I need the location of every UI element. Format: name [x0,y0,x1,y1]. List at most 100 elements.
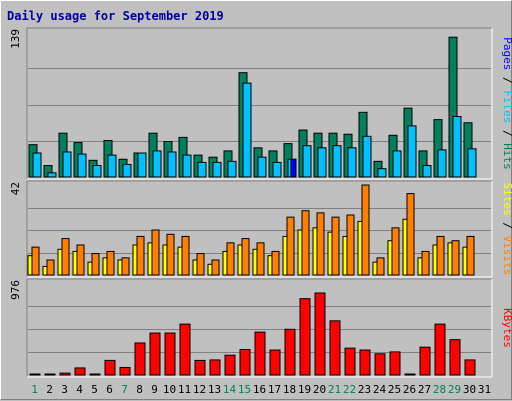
x-tick-label: 24 [373,383,387,396]
bar-visits [286,216,295,276]
bar-kbytes [449,339,461,376]
bar-visits [376,257,385,276]
bar-files [182,154,192,178]
bar-kbytes [374,353,386,376]
x-tick-label: 7 [121,383,128,396]
x-tick-label: 9 [151,383,158,396]
bar-files [122,163,132,178]
bar-kbytes [224,354,236,376]
x-tick-label: 18 [283,383,296,396]
x-tick-label: 29 [448,383,461,396]
bar-files [302,145,312,178]
bar-visits [151,229,160,276]
x-tick-label: 19 [298,383,311,396]
x-tick-label: 16 [253,383,266,396]
bar-kbytes [59,372,71,376]
bar-files [392,150,402,178]
legend-visits-sites: Sites / Visits [501,183,512,276]
bar-visits [91,253,100,276]
legend-separator: / [501,70,512,90]
bar-kbytes [44,373,56,376]
bar-kbytes [134,342,146,376]
bar-files [62,151,72,178]
bar-kbytes [239,349,251,376]
panels-layer: 139 Pages / Files / Hits 42 Sites / Visits 9… [9,27,512,378]
x-tick-label: 12 [193,383,206,396]
x-tick-label: 30 [463,383,476,396]
legend-item: Files [501,90,512,123]
y-max-label: 976 [9,280,22,300]
bar-kbytes [119,366,131,376]
bar-kbytes [74,367,86,376]
bar-visits [106,250,115,276]
bar-kbytes [179,323,191,376]
x-tick-label: 20 [313,383,326,396]
x-axis-labels: 1 2 3 4 5 6 7 8 9 10 11 12 13 14 15 16 17 18 19 20 21 22 23 24 2… [31,383,491,396]
bar-kbytes [299,298,311,376]
x-tick-label: 15 [238,383,251,396]
bar-visits [31,246,40,276]
x-tick-label: 11 [178,383,191,396]
x-tick-label: 5 [91,383,98,396]
bar-files [362,135,372,178]
bar-visits [436,235,445,276]
bar-visits [346,214,355,276]
bar-files [212,161,222,178]
bar-files [47,172,57,178]
bar-files [272,161,282,178]
bar-kbytes [389,351,401,376]
bar-files [242,82,252,178]
bar-visits [61,238,70,276]
bar-kbytes [404,373,416,376]
bar-visits [406,193,415,276]
bar-files [347,147,357,178]
y-max-label: 42 [9,182,22,195]
bar-kbytes [164,332,176,376]
bar-files [77,153,87,178]
legend-separator: / [501,216,512,236]
bar-files [467,148,477,178]
bar-visits [391,227,400,276]
legend-item: Hits [501,143,512,170]
bar-files [407,125,417,178]
x-tick-label: 17 [268,383,281,396]
bar-visits [166,233,175,276]
bar-files [257,156,267,178]
legend-hits-files-pages: Pages / Files / Hits [501,37,512,170]
bar-visits [316,212,325,276]
bar-files [197,161,207,178]
panel-kbytes: 976 KBytes [9,278,512,378]
bar-kbytes [434,323,446,376]
bar-visits [241,238,250,276]
legend-separator: / [501,123,512,143]
bar-pages [290,158,297,178]
bar-visits [256,242,265,276]
bar-visits [76,244,85,276]
x-tick-label: 14 [223,383,237,396]
x-tick-label: 23 [358,383,371,396]
bar-visits [136,235,145,276]
bar-kbytes [89,373,101,376]
x-tick-label: 25 [388,383,401,396]
x-tick-label: 10 [163,383,176,396]
legend-kbytes: KBytes [501,308,512,348]
bar-visits [121,257,130,276]
bar-kbytes [194,359,206,376]
x-tick-label: 27 [418,383,431,396]
bars-visits-sites [27,184,475,276]
bar-files [332,145,342,178]
x-tick-label: 26 [403,383,416,396]
bar-files [152,150,162,178]
bar-visits [331,216,340,276]
legend-item: KBytes [501,308,512,348]
bar-files [137,152,147,178]
bar-visits [451,240,460,276]
bar-visits [271,250,280,276]
x-tick-label: 21 [328,383,341,396]
bar-files [107,154,117,178]
bar-kbytes [149,332,161,376]
bar-visits [226,242,235,276]
bar-kbytes [314,292,326,376]
bar-kbytes [359,349,371,376]
